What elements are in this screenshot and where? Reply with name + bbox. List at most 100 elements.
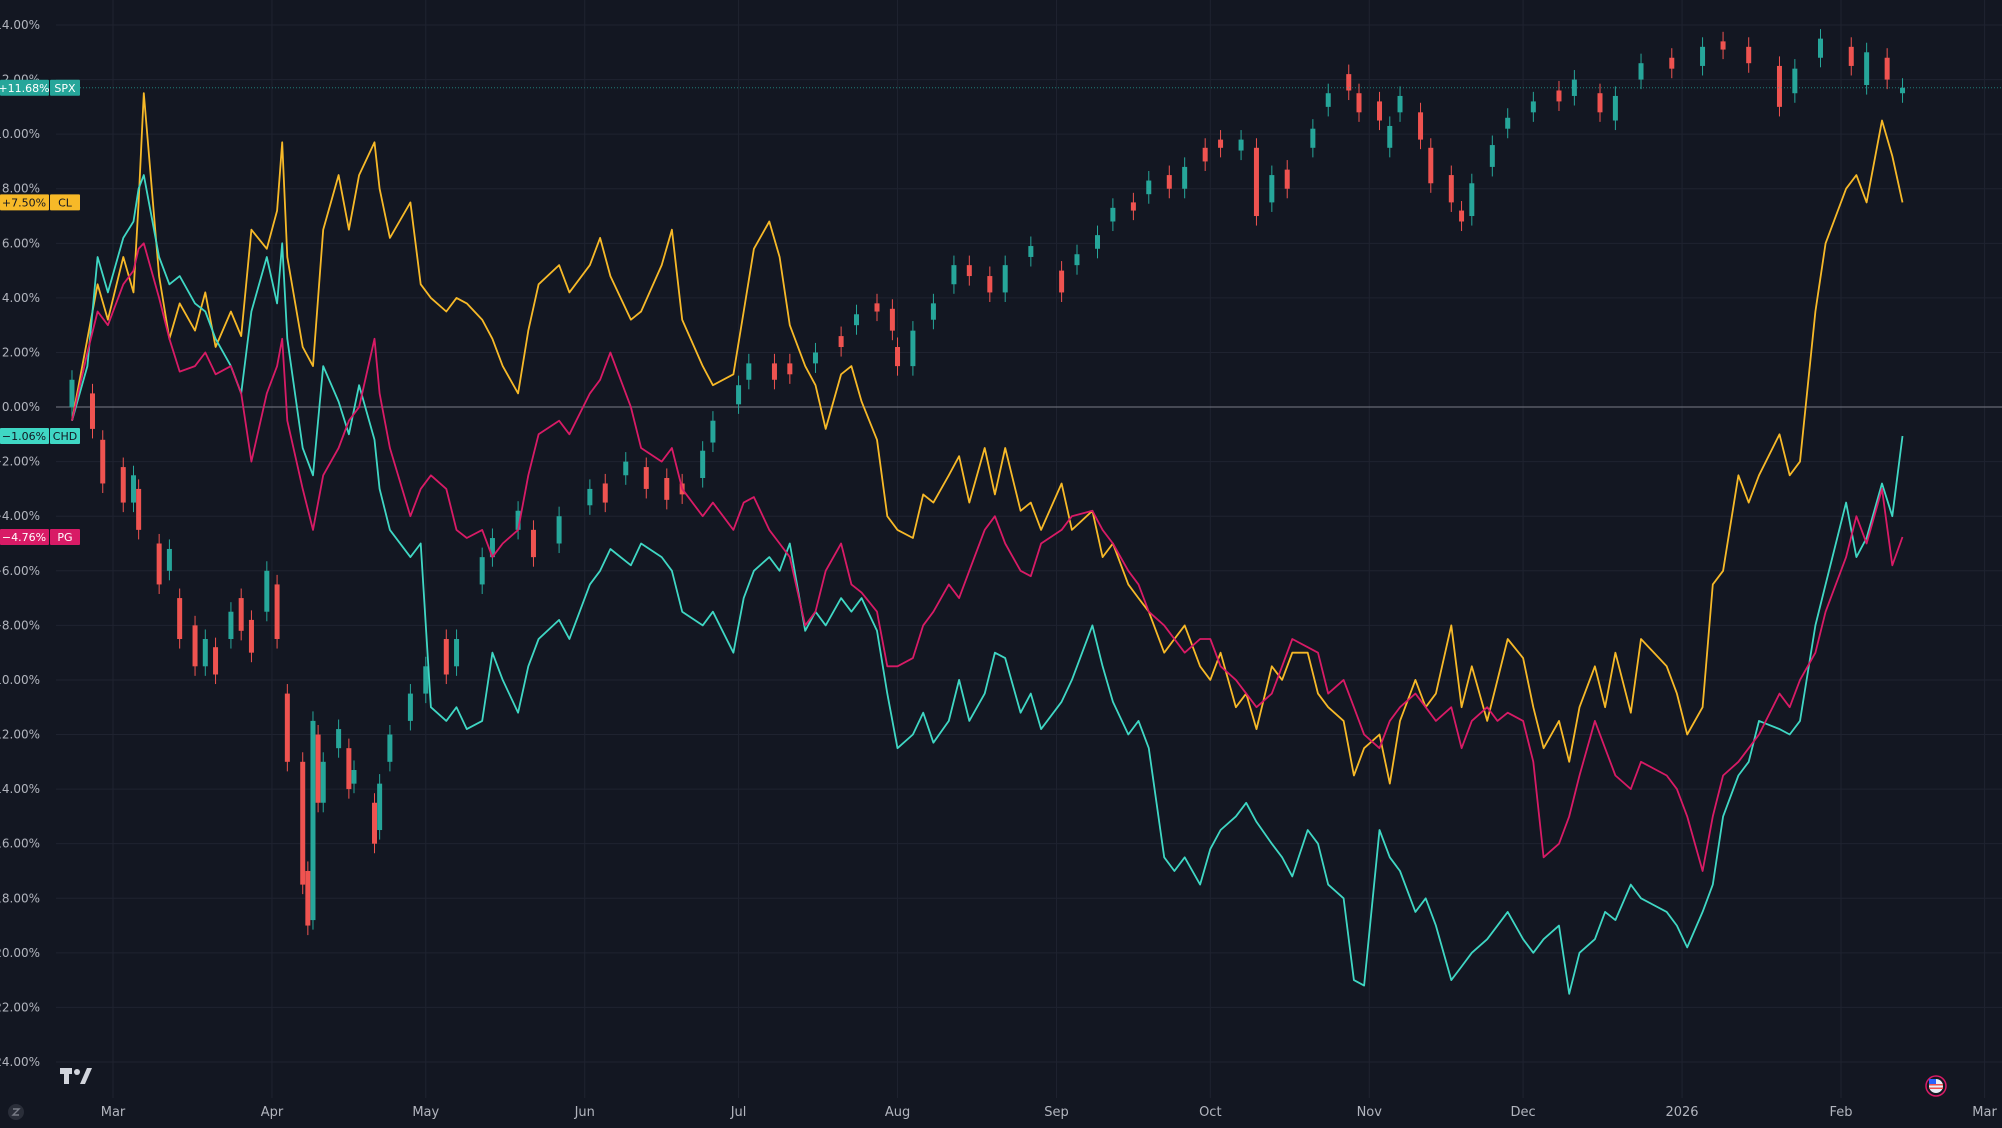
- spx-candle-body: [1397, 95, 1403, 113]
- spx-candle-body: [1325, 93, 1331, 107]
- series-badge-pg[interactable]: −4.76% PG: [0, 528, 80, 545]
- spx-candle-body: [1182, 166, 1188, 189]
- spx-candle-body: [700, 450, 706, 479]
- spx-candle-body: [874, 303, 880, 312]
- y-tick-label: −22.00%: [0, 1000, 40, 1014]
- series-badge-name: CL: [58, 196, 73, 209]
- spx-candle-body: [407, 693, 413, 721]
- spx-candle-body: [1166, 175, 1172, 189]
- spx-candle-body: [310, 720, 316, 921]
- y-tick-label: −6.00%: [0, 564, 40, 578]
- series-badge-name-bg: [50, 194, 80, 211]
- spx-candle-body: [746, 363, 752, 380]
- spx-candle-body: [192, 625, 198, 667]
- spx-candle-body: [248, 619, 254, 653]
- spx-candle-body: [100, 439, 106, 484]
- x-tick-label: Nov: [1357, 1105, 1383, 1120]
- y-tick-label: −12.00%: [0, 728, 40, 742]
- x-tick-label: Feb: [1829, 1105, 1852, 1120]
- spx-candle-body: [136, 488, 142, 530]
- series-badge-name-bg: [50, 528, 80, 545]
- spx-candle-body: [1269, 175, 1275, 203]
- y-tick-label: −8.00%: [0, 618, 40, 632]
- spx-candle-body: [1700, 46, 1706, 66]
- spx-candle-body: [951, 265, 957, 285]
- y-tick-label: −10.00%: [0, 673, 40, 687]
- spx-candle-body: [300, 761, 306, 885]
- x-tick-label: Mar: [1972, 1105, 1997, 1120]
- spx-candle-body: [587, 488, 593, 506]
- y-tick-label: −20.00%: [0, 946, 40, 960]
- timezone-icon[interactable]: [8, 1104, 24, 1120]
- spx-candle-body: [515, 510, 521, 530]
- spx-candle-body: [131, 475, 137, 503]
- spx-candle-body: [166, 548, 172, 571]
- spx-candle-body: [930, 303, 936, 320]
- region-flag-icon[interactable]: [1925, 1075, 1947, 1097]
- spx-candle-body: [1094, 235, 1100, 249]
- spx-candle-body: [1284, 169, 1290, 189]
- series-badge-name-bg: [50, 427, 80, 444]
- spx-candle-body: [1110, 207, 1116, 222]
- series-line-cl: [71, 92, 1904, 785]
- series-badge-chd[interactable]: −1.06% CHD: [0, 427, 80, 444]
- x-tick-label: Apr: [261, 1105, 284, 1120]
- spx-candle-body: [228, 611, 234, 640]
- spx-candle-body: [556, 516, 562, 544]
- spx-candle-body: [1310, 128, 1316, 148]
- y-tick-label: 0.00%: [2, 400, 40, 414]
- series-badge-value-bg: [0, 79, 49, 96]
- spx-candle-body: [202, 639, 208, 667]
- spx-candle-body: [1597, 93, 1603, 113]
- spx-candle-body: [1459, 210, 1465, 222]
- spx-candle-body: [1059, 270, 1065, 293]
- spx-candle-body: [736, 385, 742, 405]
- spx-candle-body: [443, 639, 449, 675]
- y-tick-label: 10.00%: [0, 127, 40, 141]
- spx-candle-body: [1253, 147, 1259, 217]
- spx-candle-body: [1864, 52, 1870, 86]
- spx-candle-body: [454, 639, 460, 667]
- series-badge-value-bg: [0, 194, 49, 211]
- spx-candle-body: [1612, 95, 1618, 121]
- series-badge-cl[interactable]: +7.50% CL: [0, 194, 80, 211]
- spx-candle-body: [812, 352, 818, 364]
- spx-candle-body: [1028, 246, 1034, 257]
- spx-candle-body: [1530, 101, 1536, 113]
- spx-candle-body: [1746, 46, 1752, 64]
- spx-candle-body: [1448, 175, 1454, 203]
- series-badge-name: PG: [57, 531, 72, 544]
- spx-candle-body: [69, 379, 75, 408]
- series-badge-value: +11.68%: [0, 82, 50, 95]
- series-badge-value: −4.76%: [2, 531, 46, 544]
- series-badge-name: SPX: [54, 82, 76, 95]
- y-tick-label: −2.00%: [0, 455, 40, 469]
- spx-candle-body: [1202, 147, 1208, 162]
- spx-candle-body: [213, 647, 219, 675]
- spx-candle-body: [1346, 74, 1352, 91]
- grid-layer: [56, 0, 2002, 1098]
- spx-candle-body: [305, 870, 311, 926]
- spx-candle-body: [838, 336, 844, 348]
- spx-candle-body: [710, 420, 716, 443]
- spx-candle-body: [351, 770, 357, 784]
- spx-candle-body: [1900, 87, 1906, 94]
- x-tick-label: Aug: [885, 1105, 910, 1120]
- y-tick-label: 4.00%: [2, 291, 40, 305]
- spx-candle-body: [1817, 38, 1823, 58]
- y-tick-label: 8.00%: [2, 182, 40, 196]
- spx-candle-body: [1238, 139, 1244, 151]
- tradingview-logo-icon[interactable]: [60, 1068, 92, 1084]
- y-tick-label: 14.00%: [0, 18, 40, 32]
- spx-candle-body: [377, 783, 383, 831]
- spx-candle-body: [264, 570, 270, 612]
- spx-candle-body: [177, 598, 183, 640]
- y-tick-label: −16.00%: [0, 837, 40, 851]
- series-badge-name: CHD: [53, 430, 77, 443]
- spx-candle-body: [1074, 254, 1080, 266]
- spx-candle-body: [274, 584, 280, 640]
- spx-candle-body: [910, 330, 916, 367]
- series-badge-spx[interactable]: +11.68% SPX: [0, 79, 80, 96]
- x-tick-label: Sep: [1044, 1105, 1069, 1120]
- spx-candle-body: [1469, 183, 1475, 217]
